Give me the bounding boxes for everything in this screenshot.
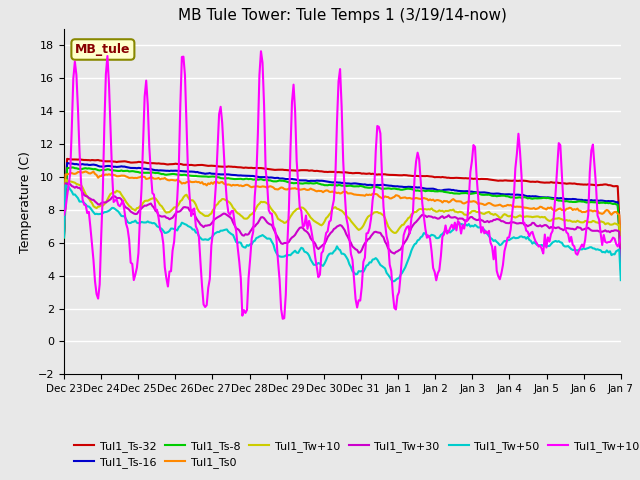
Legend: Tul1_Ts-32, Tul1_Ts-16, Tul1_Ts-8, Tul1_Ts0, Tul1_Tw+10, Tul1_Tw+30, Tul1_Tw+50,: Tul1_Ts-32, Tul1_Ts-16, Tul1_Ts-8, Tul1_… [70, 436, 640, 472]
Title: MB Tule Tower: Tule Temps 1 (3/19/14-now): MB Tule Tower: Tule Temps 1 (3/19/14-now… [178, 9, 507, 24]
Text: MB_tule: MB_tule [75, 43, 131, 56]
Y-axis label: Temperature (C): Temperature (C) [19, 151, 32, 252]
